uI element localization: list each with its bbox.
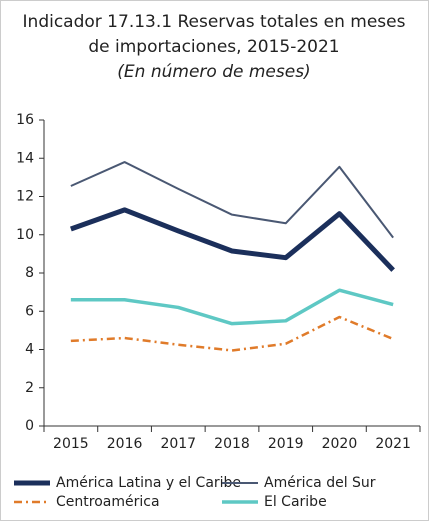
y-tick-label: 2 xyxy=(25,380,34,396)
line-series xyxy=(70,161,394,239)
legend-label: América Latina y el Caribe xyxy=(56,475,241,491)
y-tick-label: 4 xyxy=(25,342,34,358)
chart-title: de importaciones, 2015-2021 xyxy=(88,37,339,57)
legend-label: El Caribe xyxy=(264,494,327,510)
x-tick-label: 2019 xyxy=(268,436,304,452)
legend-label: América del Sur xyxy=(264,475,376,491)
line-series xyxy=(70,288,394,326)
x-tick-label: 2020 xyxy=(322,436,358,452)
line-series xyxy=(70,315,394,352)
chart-title: Indicador 17.13.1 Reservas totales en me… xyxy=(23,12,406,32)
x-tick-label: 2021 xyxy=(375,436,411,452)
x-tick-label: 2016 xyxy=(107,436,143,452)
legend-label: Centroamérica xyxy=(56,494,160,510)
x-tick-label: 2017 xyxy=(160,436,196,452)
y-tick-label: 8 xyxy=(25,265,34,281)
chart-subtitle: (En número de meses) xyxy=(117,62,310,82)
y-tick-label: 14 xyxy=(16,150,34,166)
line-series xyxy=(70,207,395,272)
y-tick-label: 6 xyxy=(25,303,34,319)
y-tick-label: 10 xyxy=(16,227,34,243)
x-tick-label: 2018 xyxy=(214,436,250,452)
x-tick-label: 2015 xyxy=(53,436,89,452)
y-tick-label: 0 xyxy=(25,418,34,434)
y-tick-label: 12 xyxy=(16,189,34,205)
y-tick-label: 16 xyxy=(16,112,34,128)
